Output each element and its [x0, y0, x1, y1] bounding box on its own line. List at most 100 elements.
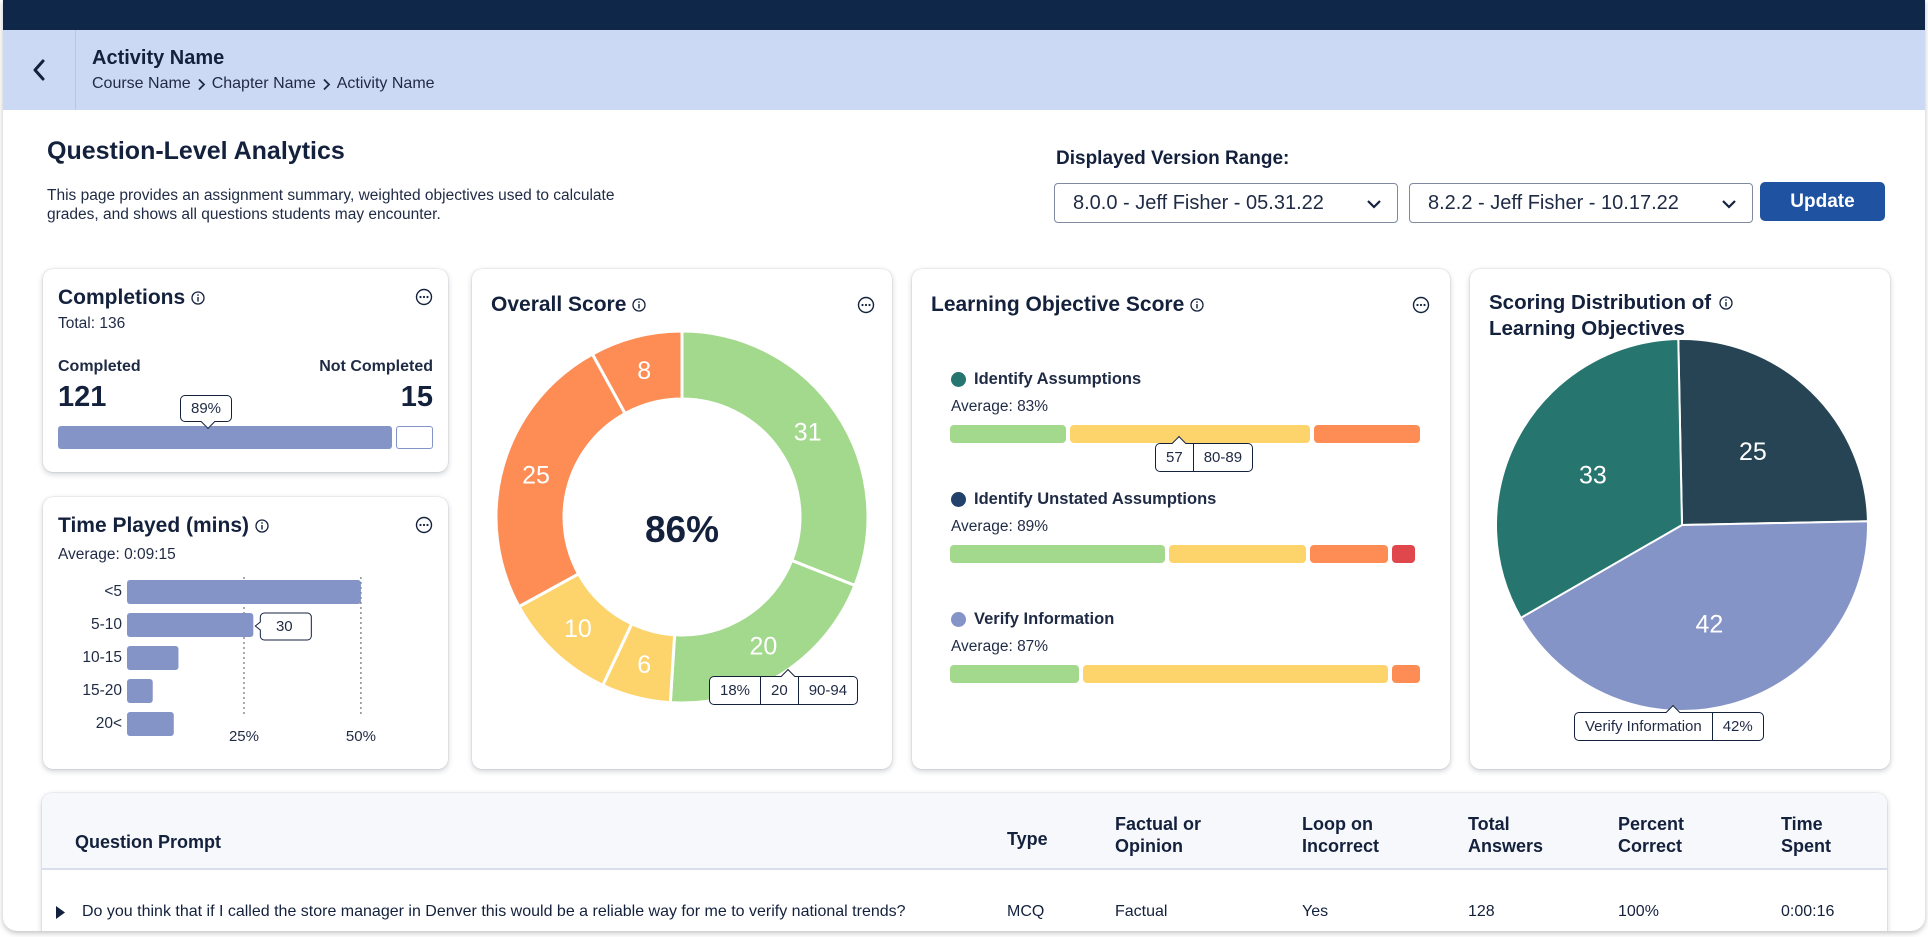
learning-objective-title-text: Learning Objective Score	[931, 293, 1185, 316]
objective-score-bar	[950, 425, 1420, 443]
overall-score-title-text: Overall Score	[491, 293, 627, 316]
learning-objective-title: Learning Objective Score	[931, 293, 1204, 317]
tooltip-count: 57	[1166, 449, 1183, 466]
donut-slice[interactable]	[590, 329, 684, 416]
time-bar-tooltip: 30	[254, 612, 312, 641]
y-tick-label: <5	[104, 583, 122, 600]
header-line-1: Total	[1468, 814, 1510, 834]
col-loop-on-incorrect[interactable]: Loop on Incorrect	[1302, 813, 1379, 857]
more-options-icon[interactable]	[415, 516, 433, 534]
cell-loop: Yes	[1302, 903, 1329, 920]
x-tick-label: 50%	[346, 728, 376, 745]
header-line-2: Spent	[1781, 836, 1832, 856]
breadcrumb-chapter[interactable]: Chapter Name	[211, 75, 316, 92]
version-to-select[interactable]: 8.2.2 - Jeff Fisher - 10.17.22	[1409, 183, 1753, 223]
completions-title: Completions	[58, 286, 205, 310]
score-segment[interactable]	[1169, 545, 1306, 563]
cell-prompt: Do you think that if I called the store …	[82, 903, 906, 920]
completion-bar	[58, 426, 433, 449]
y-tick-label: 20<	[96, 715, 122, 732]
score-segment[interactable]	[1314, 425, 1420, 443]
score-segment[interactable]	[1070, 425, 1310, 443]
time-bar[interactable]	[127, 679, 153, 703]
col-time-spent[interactable]: Time Spent	[1781, 813, 1831, 857]
not-completed-bar-fill[interactable]	[396, 426, 433, 449]
score-segment[interactable]	[1310, 545, 1388, 563]
objective-name: Identify Assumptions	[974, 370, 1142, 388]
y-tick-label: 10-15	[82, 649, 122, 666]
completions-title-text: Completions	[58, 286, 186, 309]
back-button[interactable]	[3, 30, 76, 110]
expand-row-icon[interactable]	[55, 906, 66, 919]
donut-slice-label: 8	[637, 357, 651, 385]
header-line-2: Incorrect	[1302, 836, 1380, 856]
time-bar[interactable]	[127, 712, 174, 736]
pie-slice[interactable]	[1495, 339, 1684, 620]
title-line-1: Scoring Distribution of	[1489, 291, 1712, 314]
objective-tooltip: 57 80-89	[1155, 435, 1254, 472]
version-from-select[interactable]: 8.0.0 - Jeff Fisher - 05.31.22	[1054, 183, 1398, 223]
time-bar[interactable]	[127, 580, 361, 604]
overall-score-tooltip: 18% 20 90-94	[709, 668, 859, 705]
score-segment[interactable]	[1392, 665, 1420, 683]
col-percent-correct[interactable]: Percent Correct	[1618, 813, 1684, 857]
info-icon[interactable]	[191, 291, 205, 305]
header-line-2: Opinion	[1115, 836, 1183, 856]
app-frame: Activity Name Course Name Chapter Name A…	[3, 0, 1925, 931]
cell-percent: 100%	[1618, 903, 1659, 920]
donut-slice[interactable]	[680, 329, 870, 588]
objective-identify-unstated-assumptions: Identify Unstated Assumptions	[951, 490, 1216, 509]
tooltip-range: 80-89	[1192, 444, 1252, 471]
legend-dot	[951, 492, 966, 507]
breadcrumb-course[interactable]: Course Name	[92, 75, 191, 92]
objective-verify-information: Verify Information	[951, 610, 1114, 629]
score-segment[interactable]	[1392, 545, 1415, 563]
time-bar[interactable]	[127, 646, 179, 670]
info-icon[interactable]	[632, 298, 647, 312]
page-title: Question-Level Analytics	[47, 137, 345, 165]
top-bar	[3, 0, 1925, 30]
info-icon[interactable]	[255, 519, 269, 533]
col-factual-or-opinion[interactable]: Factual or Opinion	[1115, 813, 1201, 857]
more-options-icon[interactable]	[1412, 296, 1430, 314]
col-type[interactable]: Type	[1007, 829, 1048, 849]
completions-total: Total: 136	[58, 315, 126, 332]
info-icon[interactable]	[1190, 298, 1204, 312]
score-segment[interactable]	[1083, 665, 1388, 683]
info-icon[interactable]	[1719, 296, 1733, 310]
x-tick-label: 25%	[229, 728, 259, 745]
pie-slice-label: 25	[1739, 438, 1767, 466]
tooltip-percent: 18%	[720, 682, 751, 699]
header-line-1: Percent	[1618, 814, 1685, 834]
donut-slice[interactable]	[494, 351, 628, 609]
header-line-1: Factual or	[1115, 814, 1202, 834]
cell-type: MCQ	[1007, 903, 1045, 920]
completion-percent-text: 89%	[191, 400, 222, 417]
scoring-distribution-pie: 25 42 33	[1495, 339, 1869, 712]
col-total-answers[interactable]: Total Answers	[1468, 813, 1543, 857]
time-played-card: Time Played (mins) Average: 0:09:15 25% 5…	[43, 497, 448, 769]
objective-score-bar	[950, 665, 1420, 683]
pie-slice[interactable]	[1677, 339, 1869, 527]
completed-bar-fill[interactable]	[58, 426, 392, 449]
more-options-icon[interactable]	[857, 296, 875, 314]
col-question-prompt[interactable]: Question Prompt	[75, 832, 222, 852]
chevron-left-icon	[33, 59, 45, 81]
donut-slice-label: 20	[750, 632, 778, 660]
overall-score-center: 86%	[644, 509, 720, 550]
objective-average: Average: 87%	[951, 638, 1049, 655]
time-played-title-text: Time Played (mins)	[58, 514, 250, 537]
more-options-icon[interactable]	[415, 288, 433, 306]
cell-time: 0:00:16	[1781, 903, 1835, 920]
completions-card: Completions Total: 136 Completed Not Com…	[43, 269, 448, 472]
cell-total: 128	[1468, 903, 1495, 920]
tooltip-value: 30	[276, 618, 293, 635]
score-segment[interactable]	[950, 545, 1165, 563]
y-tick-label: 15-20	[82, 682, 122, 699]
time-bar[interactable]	[127, 613, 254, 637]
title-line-2: Learning Objectives	[1489, 317, 1685, 340]
score-segment[interactable]	[950, 425, 1066, 443]
update-button[interactable]: Update	[1760, 182, 1885, 221]
score-segment[interactable]	[950, 665, 1079, 683]
tooltip-count: 20	[760, 677, 798, 704]
